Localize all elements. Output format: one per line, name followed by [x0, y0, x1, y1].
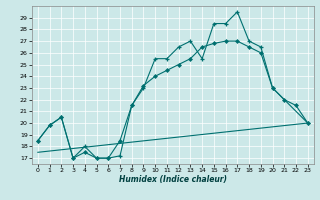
X-axis label: Humidex (Indice chaleur): Humidex (Indice chaleur) — [119, 175, 227, 184]
